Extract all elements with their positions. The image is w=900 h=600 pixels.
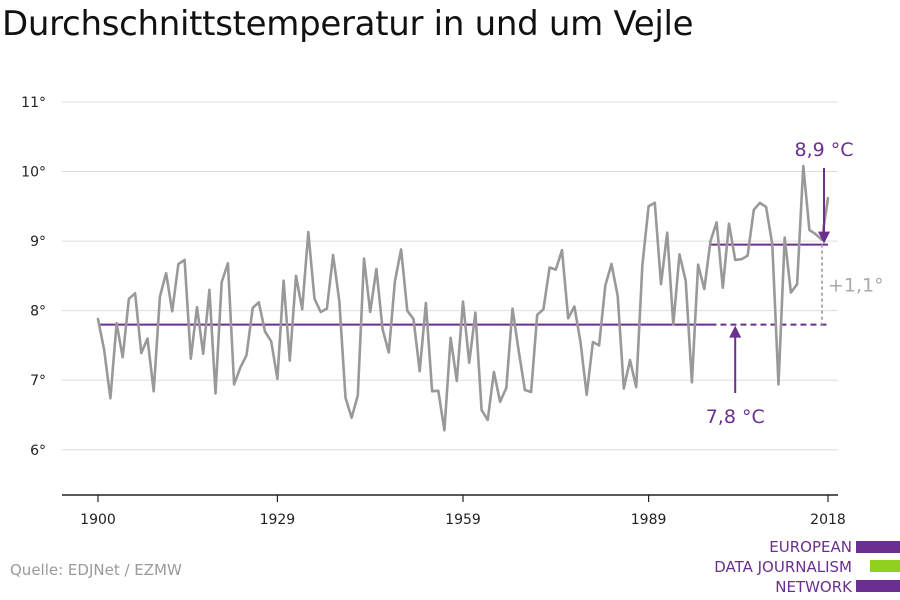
y-tick-label: 11°: [21, 95, 46, 111]
y-axis-ticks: 6° 7° 8° 9° 10° 11°: [21, 95, 46, 459]
x-axis-ticks: 1900 1929 1959 1989 2018: [62, 494, 846, 528]
baseline-mean-label: 7,8 °C: [706, 406, 765, 428]
y-tick-label: 9°: [30, 234, 46, 250]
y-tick-label: 7°: [30, 373, 46, 389]
temperature-series-line: [96, 164, 830, 432]
recent-mean-label: 8,9 °C: [794, 139, 853, 161]
x-tick-label: 1929: [260, 512, 296, 528]
x-tick-label: 1989: [631, 512, 667, 528]
x-tick-label: 1959: [445, 512, 481, 528]
x-tick-label: 1900: [80, 512, 116, 528]
recent-arrow-head: [818, 231, 830, 244]
logo-line-3: NETWORK: [775, 578, 852, 596]
y-tick-label: 8°: [30, 304, 46, 320]
page-title: Durchschnittstemperatur in und um Vejle: [2, 4, 694, 44]
y-tick-label: 10°: [21, 165, 46, 181]
delta-label: +1,1°: [828, 275, 884, 297]
annotations: +1,1° 8,9 °C 7,8 °C: [706, 139, 884, 428]
series-layer: [96, 164, 830, 432]
x-tick-label: 2018: [810, 512, 846, 528]
gridlines: [62, 101, 838, 451]
logo-line-1: EUROPEAN: [769, 538, 852, 556]
y-tick-label: 6°: [30, 443, 46, 459]
edjnet-logo: EUROPEAN DATA JOURNALISM NETWORK: [690, 537, 900, 597]
logo-bar-middle: [870, 560, 900, 572]
logo-line-2: DATA JOURNALISM: [714, 558, 852, 576]
logo-bar-top: [856, 541, 900, 553]
source-note: Quelle: EDJNet / EZMW: [10, 561, 182, 579]
baseline-arrow-head: [729, 325, 742, 338]
logo-bar-bottom: [856, 580, 900, 592]
